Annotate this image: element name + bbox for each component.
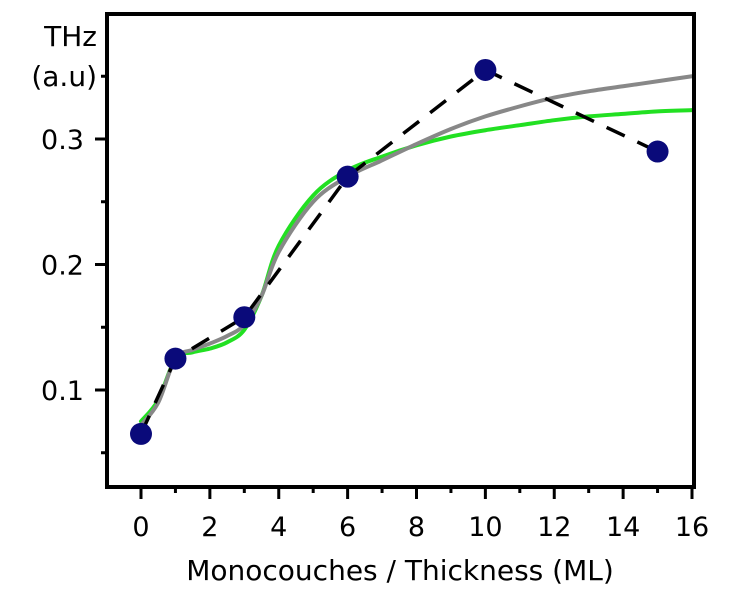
y-axis-title-line-2: (a.u) [31,60,97,93]
y-tick-label: 0.2 [41,251,84,282]
x-tick-label: 10 [468,512,502,543]
y-axis-ticks: 0.1 0.2 0.3 [41,74,107,455]
series-line-measured [139,67,659,435]
series-line-fit-green [139,108,694,424]
x-axis-title: Monocouches / Thickness (ML) [186,554,614,587]
x-tick-label: 12 [537,512,571,543]
data-point [474,58,497,81]
x-tick-label: 2 [201,512,218,543]
x-tick-label: 4 [270,512,287,543]
y-axis-title-line-1: THz [43,20,97,53]
y-tick-label: 0.3 [41,125,84,156]
markers-layer [130,58,669,445]
x-tick-label: 0 [132,512,149,543]
y-tick-label: 0.1 [41,376,84,407]
data-point [130,422,152,445]
data-point [336,165,359,188]
x-axis-ticks: 0 2 4 6 8 10 12 14 16 [132,487,709,543]
curves-layer [139,67,694,435]
x-tick-label: 6 [339,512,356,543]
x-tick-label: 16 [675,512,709,543]
plot-frame [105,12,696,489]
x-tick-label: 14 [606,512,640,543]
data-point [164,347,187,370]
data-point [646,140,669,163]
x-tick-label: 8 [408,512,425,543]
data-point [233,306,256,329]
